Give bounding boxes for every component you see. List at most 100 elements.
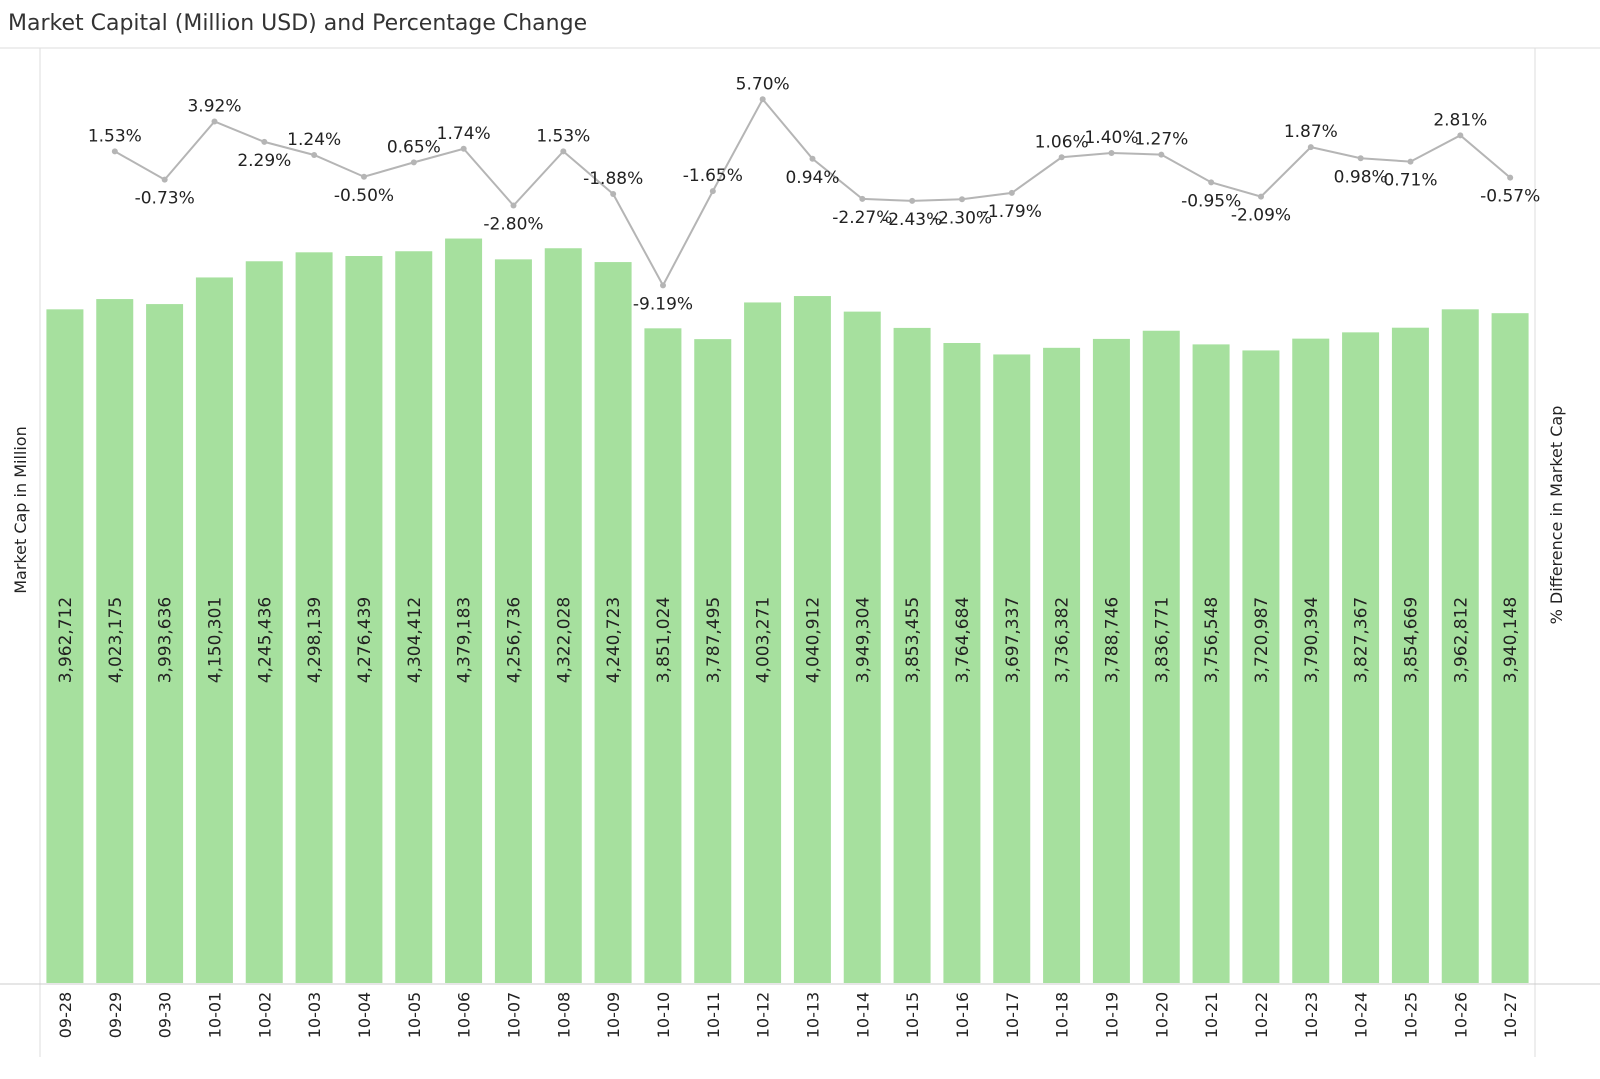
line-point [161,176,168,183]
bar-value-label: 4,322,028 [554,597,574,684]
bar [744,302,782,983]
bar-value-label: 4,040,912 [803,597,823,684]
x-tick-label: 10-08 [554,992,573,1039]
bar [1441,309,1479,983]
line-point [859,195,866,202]
bar-value-label: 4,304,412 [405,597,425,684]
bar [1192,344,1230,983]
bar-value-label: 4,298,139 [305,597,325,684]
line-point [460,145,467,152]
bar [993,354,1031,983]
bar [694,339,732,983]
bar [46,309,84,983]
line-value-label: 1.06% [1035,132,1089,152]
line-point [410,159,417,166]
line-point [1307,144,1314,151]
bar [345,256,383,983]
y-axis-title: Market Cap in Million [11,426,30,594]
line-value-label: -9.19% [633,294,693,314]
x-tick-label: 10-01 [205,992,224,1039]
chart-title: Market Capital (Million USD) and Percent… [8,11,587,36]
x-tick-label: 10-21 [1202,992,1221,1039]
x-tick-label: 10-13 [803,992,822,1039]
x-tick-label: 10-07 [504,992,523,1039]
x-tick-label: 10-22 [1252,992,1271,1039]
line-value-label: 2.29% [237,151,291,171]
line-value-label: -2.27% [832,208,892,228]
bar-value-label: 3,962,812 [1451,597,1471,684]
line-value-label: -1.79% [982,202,1042,222]
line-value-label: -1.65% [683,166,743,186]
line-value-label: -0.50% [334,186,394,206]
line-value-label: 0.65% [387,137,441,157]
bar [1391,327,1429,983]
line-point [1108,150,1115,156]
bar-value-label: 3,993,636 [156,597,176,684]
bar [195,277,233,983]
x-tick-label: 10-19 [1102,992,1121,1039]
line-point [610,191,617,197]
x-tick-label: 10-24 [1352,992,1371,1039]
line-point [1008,189,1015,196]
bar-value-label: 3,720,987 [1252,597,1272,684]
bar-value-label: 4,256,736 [504,597,524,684]
x-tick-label: 10-17 [1003,992,1022,1039]
bar-value-label: 3,853,455 [903,597,923,684]
x-tick-label: 10-05 [405,992,424,1039]
x-tick-label: 10-18 [1053,992,1072,1039]
bar [1292,338,1330,983]
bar [644,328,682,983]
line-point [311,152,318,158]
line-value-label: 0.71% [1383,171,1437,191]
line-point [1457,132,1464,139]
bar-value-label: 3,736,382 [1053,597,1073,684]
line-value-label: 1.87% [1284,122,1338,142]
x-tick-label: 10-23 [1302,992,1321,1039]
x-tick-label: 10-27 [1501,992,1520,1039]
line-point [211,118,218,125]
bar [1491,313,1529,984]
bar-value-label: 4,240,723 [604,597,624,684]
bar [1092,338,1130,983]
line-value-label: -2.43% [882,210,942,230]
bar-value-label: 4,003,271 [754,597,774,684]
bar-value-label: 3,788,746 [1102,597,1122,684]
x-tick-label: 10-04 [355,992,374,1039]
line-value-label: -2.09% [1231,206,1291,226]
line-point [660,282,666,289]
line-point [1058,154,1065,161]
bar [295,252,333,983]
line-point [959,196,965,203]
line-point [361,173,367,180]
bar [943,343,981,983]
bar [1342,332,1380,983]
line-value-label: -1.88% [583,169,643,189]
x-tick-label: 10-06 [455,992,474,1039]
line-value-label: 0.98% [1334,167,1388,187]
x-tick-label: 10-09 [604,992,623,1039]
bar-value-label: 3,787,495 [704,597,724,684]
x-tick-label: 09-30 [156,992,175,1039]
bar [96,299,134,983]
line-point [909,197,916,204]
bar-value-label: 3,697,337 [1003,597,1023,684]
x-tick-label: 10-03 [305,992,324,1039]
bar-value-label: 3,827,367 [1352,597,1372,684]
line-point [1208,179,1215,186]
bar-value-label: 4,379,183 [455,597,475,684]
x-tick-label: 10-11 [704,992,723,1039]
bar-value-label: 3,940,148 [1501,597,1521,684]
bar-value-label: 3,836,771 [1152,597,1172,684]
line-point [1507,174,1514,181]
x-tick-label: 10-20 [1152,992,1171,1039]
bar-value-label: 3,756,548 [1202,597,1222,684]
bar-value-label: 4,276,439 [355,597,375,684]
line-value-label: -0.95% [1181,191,1241,211]
line-point [1357,155,1364,162]
bar-value-label: 3,854,669 [1401,597,1421,684]
line-point [709,188,716,195]
line-value-label: 3.92% [187,97,241,117]
bar [893,327,931,983]
bar-value-label: 3,764,684 [953,597,973,684]
